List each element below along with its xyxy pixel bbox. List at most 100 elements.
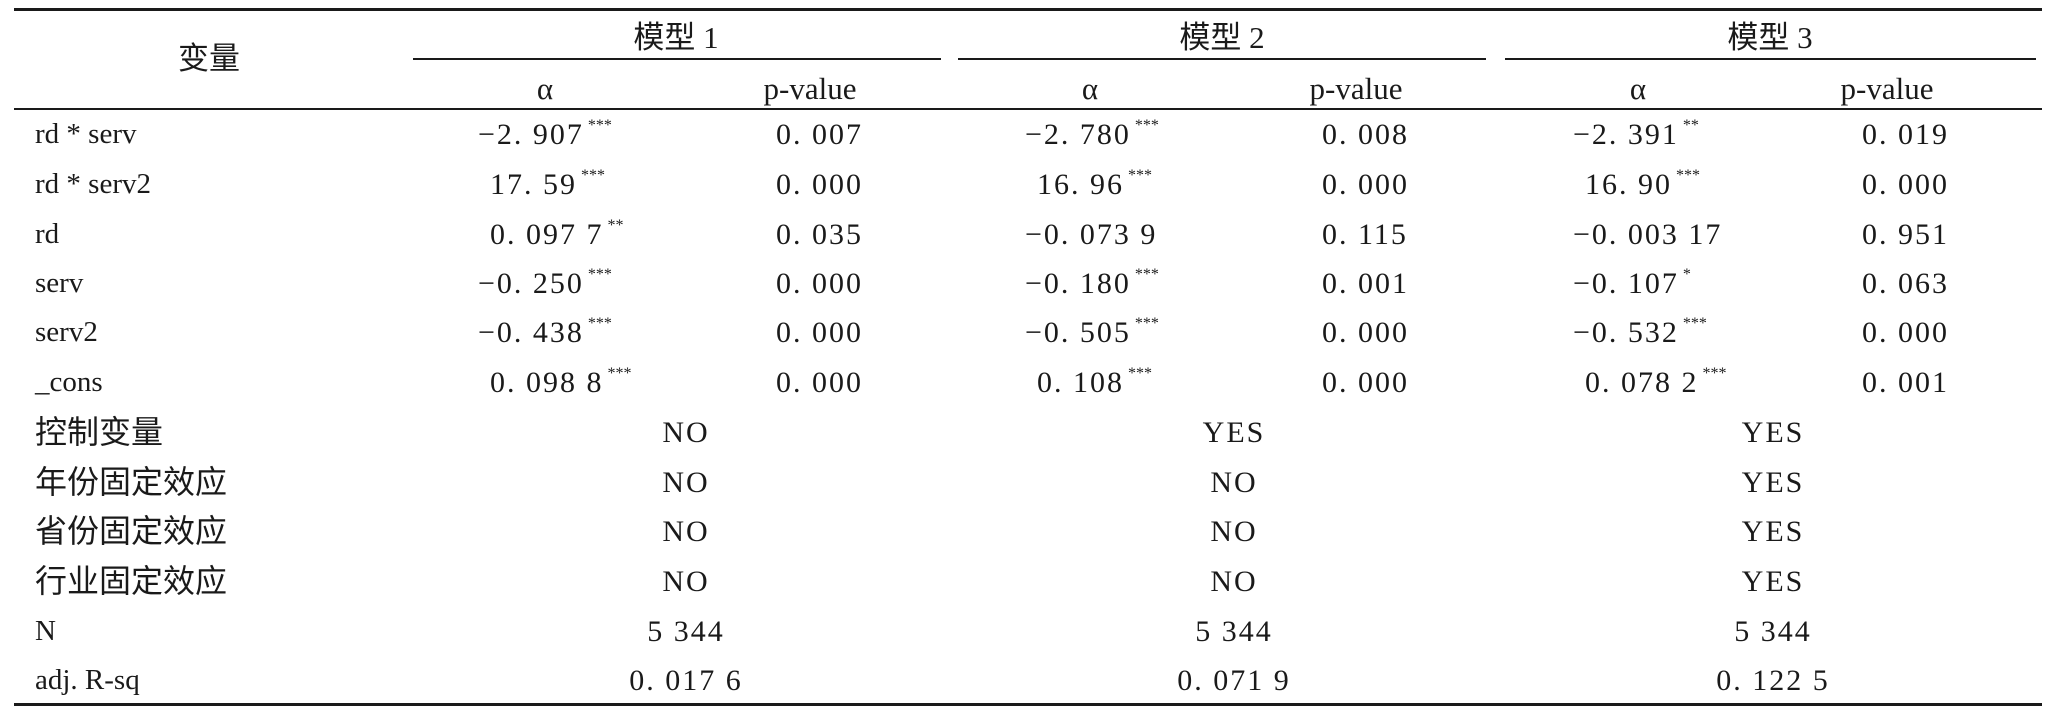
summary-value-cell: NO — [662, 515, 710, 548]
header-bottom-rule — [14, 108, 2042, 110]
summary-value-cell: YES — [1202, 416, 1266, 449]
coef-value: 0. 078 2 — [1585, 366, 1699, 399]
coef-cell: 0. 108 *** — [1037, 366, 1152, 399]
header-model-2-coef-label: α — [1081, 71, 1099, 106]
coef-cell: −0. 505 *** — [1025, 315, 1159, 349]
header-model-3-p-label: p-value — [1840, 71, 1934, 106]
coef-cell: −0. 438 *** — [478, 315, 612, 349]
row-summary-name: 省份固定效应 — [35, 513, 228, 549]
summary-value-cell: NO — [1210, 515, 1258, 548]
coef-value: −0. 438 — [478, 316, 584, 349]
summary-value-cell: 0. 122 5 — [1716, 664, 1830, 697]
significance-stars: *** — [607, 365, 632, 382]
p-value-cell: 0. 063 — [1862, 267, 1949, 300]
coef-value: −2. 780 — [1025, 118, 1131, 151]
coef-value: 17. 59 — [490, 168, 577, 201]
significance-stars: ** — [607, 217, 624, 234]
summary-value-cell: NO — [662, 416, 710, 449]
significance-stars: *** — [1134, 315, 1159, 332]
model-1-underline — [413, 58, 941, 60]
p-value-cell: 0. 035 — [776, 218, 863, 251]
significance-stars: * — [1682, 266, 1691, 283]
summary-value-cell: NO — [662, 466, 710, 499]
header-model-1-p-label: p-value — [763, 71, 857, 106]
coef-cell: −0. 073 9 — [1025, 220, 1157, 250]
model-3-underline — [1505, 58, 2036, 60]
model-2-underline — [958, 58, 1486, 60]
significance-stars: *** — [1676, 167, 1700, 184]
row-summary-name: 行业固定效应 — [35, 563, 228, 599]
summary-value-cell: NO — [1210, 466, 1258, 499]
p-value-cell: 0. 019 — [1862, 118, 1949, 151]
coef-cell: 0. 098 8 *** — [490, 365, 632, 399]
summary-value-cell: 5 344 — [1734, 615, 1812, 648]
coef-cell: −2. 907 *** — [478, 117, 612, 151]
p-value-cell: 0. 000 — [1322, 366, 1409, 399]
summary-value-cell: NO — [662, 565, 710, 598]
summary-value-cell: YES — [1741, 466, 1805, 499]
coef-value: 0. 098 8 — [490, 366, 604, 399]
coef-value: 16. 96 — [1037, 168, 1124, 201]
coef-cell: −0. 532 *** — [1573, 315, 1707, 349]
significance-stars: ** — [1682, 117, 1699, 134]
significance-stars: *** — [587, 117, 612, 134]
summary-value-cell: YES — [1741, 416, 1805, 449]
significance-stars: *** — [1128, 167, 1152, 184]
significance-stars: *** — [1682, 315, 1707, 332]
p-value-cell: 0. 000 — [1862, 168, 1949, 201]
coef-value: −2. 391 — [1573, 118, 1679, 151]
summary-value-cell: YES — [1741, 565, 1805, 598]
significance-stars: *** — [1134, 117, 1159, 134]
coef-value: −0. 505 — [1025, 316, 1131, 349]
p-value-cell: 0. 008 — [1322, 118, 1409, 151]
summary-value-cell: 0. 017 6 — [629, 664, 743, 697]
coef-cell: 17. 59 *** — [490, 167, 605, 201]
header-model-1-coef-label: α — [536, 71, 554, 106]
coef-cell: −0. 107 * — [1573, 266, 1691, 300]
coef-value: −2. 907 — [478, 118, 584, 151]
p-value-cell: 0. 000 — [1322, 168, 1409, 201]
header-model-2-title: 模型 2 — [1179, 20, 1265, 55]
coef-cell: −2. 391 ** — [1573, 117, 1699, 151]
header-model-3-title: 模型 3 — [1727, 20, 1813, 55]
p-value-cell: 0. 115 — [1322, 218, 1408, 251]
p-value-cell: 0. 000 — [776, 316, 863, 349]
significance-stars: *** — [1702, 365, 1727, 382]
p-value-cell: 0. 951 — [1862, 218, 1949, 251]
header-model-1-title: 模型 1 — [633, 20, 719, 55]
row-variable-name: rd * serv — [35, 118, 137, 150]
significance-stars: *** — [587, 315, 612, 332]
row-variable-name: serv2 — [35, 316, 98, 348]
coef-cell: −0. 003 17 — [1573, 220, 1722, 250]
p-value-cell: 0. 007 — [776, 118, 863, 151]
row-summary-name: N — [35, 615, 56, 647]
row-variable-name: _cons — [35, 366, 103, 398]
coef-cell: −0. 180 *** — [1025, 266, 1159, 299]
p-value-cell: 0. 000 — [776, 366, 863, 399]
p-value-cell: 0. 000 — [1862, 316, 1949, 349]
coef-value: 0. 108 — [1037, 366, 1124, 399]
row-summary-name: 年份固定效应 — [35, 464, 228, 500]
row-summary-name: 控制变量 — [35, 414, 164, 450]
header-model-2-p-label: p-value — [1309, 71, 1403, 106]
coef-cell: 16. 96 *** — [1037, 167, 1152, 201]
row-variable-name: serv — [35, 267, 84, 299]
coef-value: −0. 250 — [478, 267, 584, 300]
coef-cell: 16. 90 *** — [1585, 167, 1700, 200]
significance-stars: *** — [1134, 266, 1159, 283]
coef-value: 0. 097 7 — [490, 218, 604, 251]
coef-cell: 0. 097 7 ** — [490, 217, 624, 251]
coef-value: −0. 532 — [1573, 316, 1679, 349]
significance-stars: *** — [581, 167, 605, 184]
summary-value-cell: YES — [1741, 515, 1805, 548]
summary-value-cell: 0. 071 9 — [1177, 664, 1291, 697]
coef-value: −0. 107 — [1573, 267, 1679, 300]
bottom-rule — [14, 703, 2042, 706]
row-summary-name: adj. R-sq — [35, 664, 140, 696]
coef-cell: −2. 780 *** — [1025, 117, 1159, 151]
top-rule — [14, 8, 2042, 11]
row-variable-name: rd * serv2 — [35, 168, 151, 200]
p-value-cell: 0. 001 — [1862, 366, 1949, 399]
summary-value-cell: 5 344 — [1195, 615, 1273, 648]
